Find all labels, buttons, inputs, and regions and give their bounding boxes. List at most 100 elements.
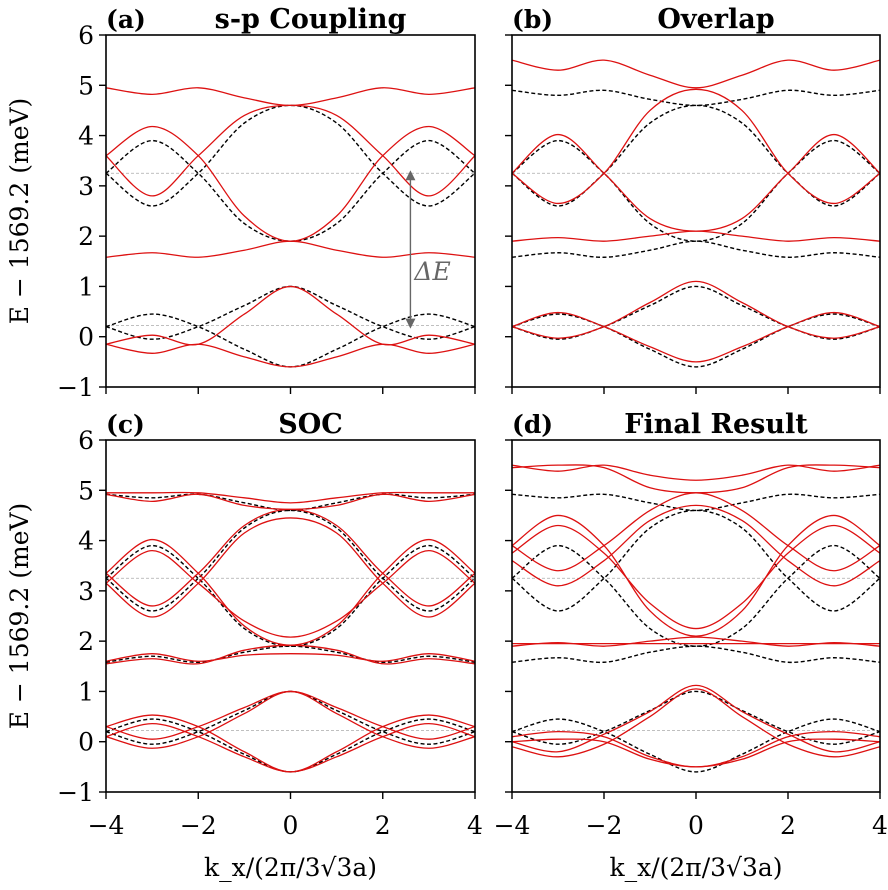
panel-title: SOC: [278, 409, 343, 440]
series-final-3: [512, 684, 880, 753]
y-tick-label: 1: [78, 677, 94, 706]
series-overlap-5: [512, 88, 880, 205]
series-reference-1: [106, 313, 475, 368]
y-tick-label: 2: [78, 222, 94, 251]
series-overlap-1: [512, 311, 880, 363]
delta-e-label: ΔE: [413, 257, 450, 286]
series-soc-12: [106, 493, 475, 511]
x-tick-label: −4: [494, 811, 531, 840]
series-soc-10: [106, 517, 475, 618]
series-soc-9: [106, 508, 475, 607]
y-tick-label: 5: [78, 71, 94, 100]
y-tick-label: 3: [78, 172, 94, 201]
series-s-p-3: [106, 240, 475, 258]
series-reference-1: [106, 718, 475, 773]
y-tick-label: 6: [78, 21, 94, 50]
series-overlap-2: [512, 280, 880, 339]
series-reference-2: [512, 285, 880, 340]
y-tick-label: 6: [78, 426, 94, 455]
x-tick-label: 4: [872, 811, 888, 840]
plot-frame: [105, 34, 476, 388]
y-axis-label: E − 1569.2 (meV): [5, 98, 34, 325]
series-reference-6: [512, 89, 880, 107]
series-reference-6: [512, 493, 880, 512]
series-soc-7: [106, 538, 475, 646]
series-soc-1: [106, 714, 475, 773]
panel-label: (c): [106, 410, 145, 439]
panel-label: (a): [106, 5, 146, 34]
x-tick-label: 2: [780, 811, 796, 840]
series-reference-4: [106, 104, 475, 207]
x-tick-label: 2: [375, 811, 391, 840]
series-reference-3: [512, 544, 880, 647]
y-tick-label: 4: [78, 527, 94, 556]
x-tick-label: 0: [688, 811, 704, 840]
series-s-p-1: [106, 285, 475, 346]
series-reference-3: [512, 139, 880, 242]
series-reference-1: [512, 313, 880, 368]
series-final-1: [512, 731, 880, 768]
y-tick-label: 2: [78, 627, 94, 656]
panel-3: −4 −2 0 2 4 (d) Final Result k_x/(2π/3√3a): [494, 409, 888, 882]
series-final-12: [512, 464, 880, 494]
y-tick-label: 3: [78, 577, 94, 606]
series-reference-2: [106, 285, 475, 340]
x-tick-label: 0: [283, 811, 299, 840]
series-final-5: [512, 636, 880, 647]
series-s-p-6: [106, 87, 475, 107]
series-soc-4: [106, 690, 475, 749]
series-final-8: [512, 524, 880, 630]
x-tick-label: −4: [88, 811, 125, 840]
series-reference-4: [512, 104, 880, 207]
series-final-9: [512, 492, 880, 572]
series-reference-1: [512, 718, 880, 773]
series-soc-5: [106, 653, 475, 662]
x-tick-label: 4: [467, 811, 483, 840]
x-axis-label: k_x/(2π/3√3a): [204, 853, 377, 882]
panel-title: Final Result: [624, 409, 808, 440]
x-tick-label: −2: [180, 811, 217, 840]
panel-2: −4 −2 0 2 4 −1 0 1 2 3 4 5 6 (c) SOC E − 1569.2 (meV) k_…: [5, 409, 483, 882]
series-s-p-2: [106, 343, 475, 368]
series-reference-6: [106, 493, 475, 512]
series-overlap-4: [512, 133, 880, 232]
series-reference-3: [106, 139, 475, 242]
y-tick-label: 5: [78, 476, 94, 505]
series-s-p-5: [106, 104, 475, 197]
series-reference-3: [106, 544, 475, 647]
series-reference-4: [512, 509, 880, 612]
series-final-4: [512, 688, 880, 758]
series-soc-8: [106, 549, 475, 638]
series-reference-5: [512, 240, 880, 258]
panel-1: (b) Overlap: [505, 4, 881, 394]
series-reference-2: [512, 690, 880, 745]
y-tick-label: 0: [78, 728, 94, 757]
panel-title: s-p Coupling: [215, 4, 407, 35]
panel-label: (b): [512, 5, 553, 34]
series-final-10: [512, 504, 880, 587]
series-final-7: [512, 514, 880, 637]
panel-label: (d): [512, 410, 553, 439]
x-axis-label: k_x/(2π/3√3a): [609, 853, 782, 882]
series-overlap-3: [512, 230, 880, 242]
y-tick-label: 0: [78, 323, 94, 352]
y-tick-label: 1: [78, 272, 94, 301]
series-reference-5: [512, 645, 880, 664]
series-soc-2: [106, 722, 475, 773]
y-tick-label: −1: [57, 778, 94, 807]
y-tick-label: 4: [78, 122, 94, 151]
panel-title: Overlap: [657, 4, 774, 35]
series-reference-2: [106, 690, 475, 745]
series-overlap-6: [512, 59, 880, 89]
y-axis-label: E − 1569.2 (meV): [5, 503, 34, 730]
series-final-2: [512, 738, 880, 768]
series-reference-5: [106, 645, 475, 663]
series-final-11: [512, 464, 880, 481]
y-tick-label: −1: [57, 373, 94, 402]
series-s-p-4: [106, 125, 475, 242]
series-soc-11: [106, 491, 475, 504]
series-reference-4: [106, 509, 475, 612]
panel-0: −1 0 1 2 3 4 5 6 (a) s-p Coupling E − 1569.2 (meV)…: [5, 4, 476, 402]
x-tick-label: −2: [586, 811, 623, 840]
